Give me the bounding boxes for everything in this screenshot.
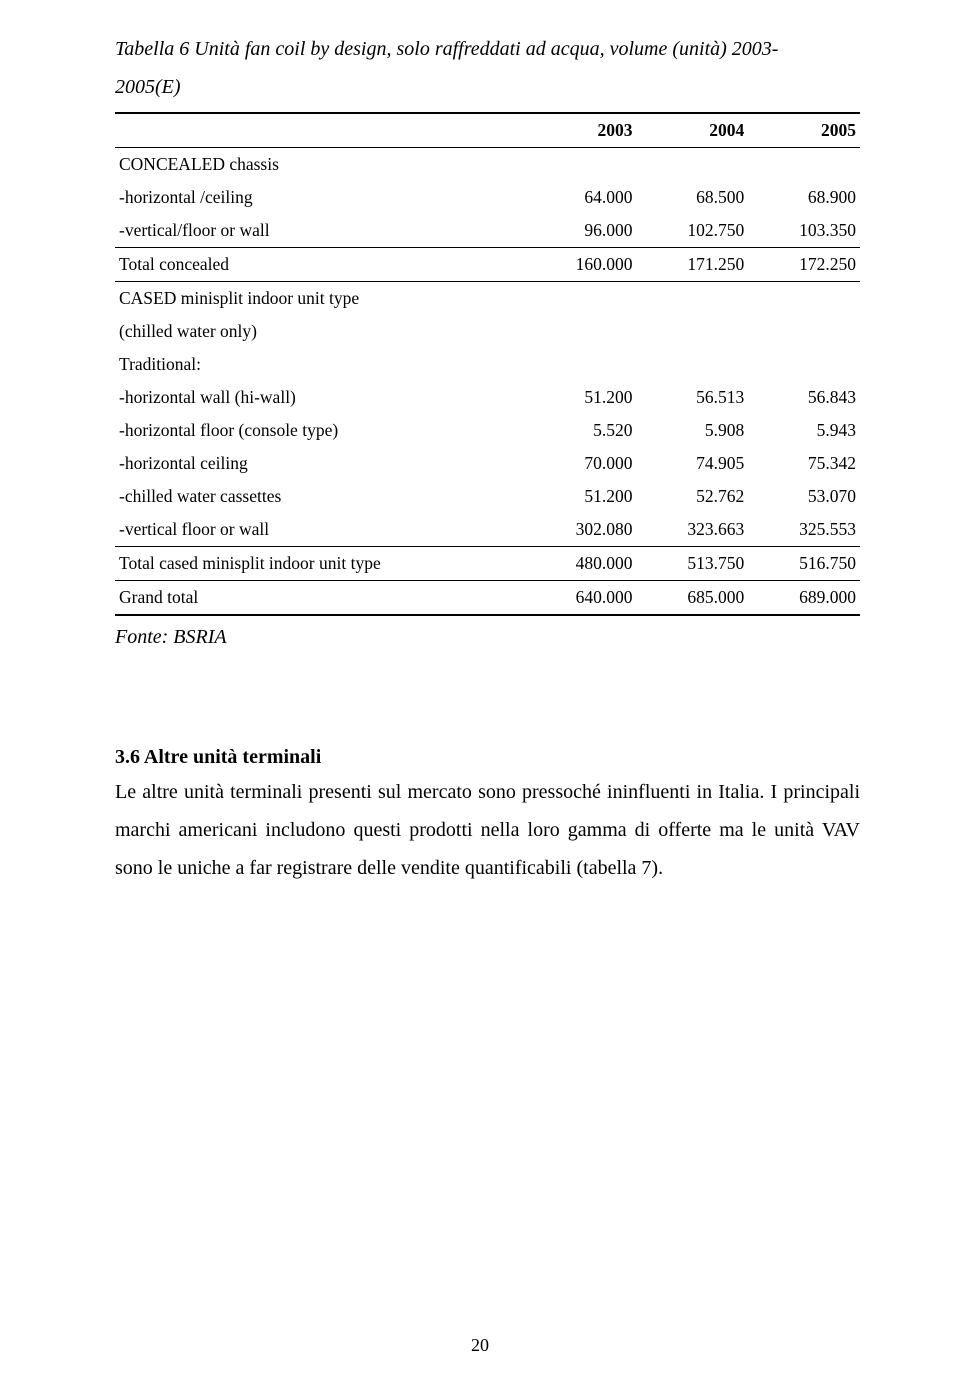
row-val bbox=[748, 282, 860, 316]
row-val: 74.905 bbox=[637, 447, 749, 480]
table-title: Tabella 6 Unità fan coil by design, solo… bbox=[115, 30, 860, 106]
row-val bbox=[637, 348, 749, 381]
table-row: -vertical/floor or wall 96.000 102.750 1… bbox=[115, 214, 860, 248]
row-val: 96.000 bbox=[525, 214, 637, 248]
row-val: 103.350 bbox=[748, 214, 860, 248]
row-label: Total cased minisplit indoor unit type bbox=[115, 547, 525, 581]
row-val bbox=[525, 148, 637, 182]
row-val: 480.000 bbox=[525, 547, 637, 581]
row-label: -vertical floor or wall bbox=[115, 513, 525, 547]
row-val bbox=[637, 315, 749, 348]
row-val: 51.200 bbox=[525, 480, 637, 513]
header-year-0: 2003 bbox=[525, 113, 637, 148]
row-val: 102.750 bbox=[637, 214, 749, 248]
row-val: 5.908 bbox=[637, 414, 749, 447]
row-val: 513.750 bbox=[637, 547, 749, 581]
row-val bbox=[748, 148, 860, 182]
row-val bbox=[748, 315, 860, 348]
row-val: 160.000 bbox=[525, 248, 637, 282]
header-blank bbox=[115, 113, 525, 148]
row-val bbox=[637, 148, 749, 182]
row-val: 323.663 bbox=[637, 513, 749, 547]
header-year-1: 2004 bbox=[637, 113, 749, 148]
row-label: Total concealed bbox=[115, 248, 525, 282]
table-source: Fonte: BSRIA bbox=[115, 618, 860, 656]
table-row: Traditional: bbox=[115, 348, 860, 381]
section-paragraph: Le altre unità terminali presenti sul me… bbox=[115, 773, 860, 887]
document-page: Tabella 6 Unità fan coil by design, solo… bbox=[0, 0, 960, 1392]
table-header-row: 2003 2004 2005 bbox=[115, 113, 860, 148]
row-label: CASED minisplit indoor unit type bbox=[115, 282, 525, 316]
row-label: -horizontal ceiling bbox=[115, 447, 525, 480]
table-row-grand-total: Grand total 640.000 685.000 689.000 bbox=[115, 581, 860, 616]
row-val: 70.000 bbox=[525, 447, 637, 480]
row-val bbox=[637, 282, 749, 316]
row-val: 68.900 bbox=[748, 181, 860, 214]
row-val bbox=[748, 348, 860, 381]
row-label: (chilled water only) bbox=[115, 315, 525, 348]
table-row: (chilled water only) bbox=[115, 315, 860, 348]
table-title-line1: Tabella 6 Unità fan coil by design, solo… bbox=[115, 38, 778, 60]
table-row: -horizontal floor (console type) 5.520 5… bbox=[115, 414, 860, 447]
row-label: -horizontal wall (hi-wall) bbox=[115, 381, 525, 414]
row-label: -horizontal floor (console type) bbox=[115, 414, 525, 447]
row-label: -chilled water cassettes bbox=[115, 480, 525, 513]
row-val: 325.553 bbox=[748, 513, 860, 547]
table-row: Total cased minisplit indoor unit type 4… bbox=[115, 547, 860, 581]
row-val: 640.000 bbox=[525, 581, 637, 616]
section-heading: 3.6 Altre unità terminali bbox=[115, 746, 860, 769]
table-row: Total concealed 160.000 171.250 172.250 bbox=[115, 248, 860, 282]
row-val: 64.000 bbox=[525, 181, 637, 214]
row-label: -horizontal /ceiling bbox=[115, 181, 525, 214]
row-label: Grand total bbox=[115, 581, 525, 616]
row-label: CONCEALED chassis bbox=[115, 148, 525, 182]
row-val: 171.250 bbox=[637, 248, 749, 282]
table-row: -chilled water cassettes 51.200 52.762 5… bbox=[115, 480, 860, 513]
table-row: CASED minisplit indoor unit type bbox=[115, 282, 860, 316]
table-row: -vertical floor or wall 302.080 323.663 … bbox=[115, 513, 860, 547]
row-val: 56.843 bbox=[748, 381, 860, 414]
table-body: CONCEALED chassis -horizontal /ceiling 6… bbox=[115, 148, 860, 616]
page-number: 20 bbox=[0, 1335, 960, 1356]
header-year-2: 2005 bbox=[748, 113, 860, 148]
table-row: -horizontal ceiling 70.000 74.905 75.342 bbox=[115, 447, 860, 480]
table-row: -horizontal wall (hi-wall) 51.200 56.513… bbox=[115, 381, 860, 414]
table-row: CONCEALED chassis bbox=[115, 148, 860, 182]
row-val bbox=[525, 348, 637, 381]
row-val: 68.500 bbox=[637, 181, 749, 214]
row-val: 689.000 bbox=[748, 581, 860, 616]
row-val: 56.513 bbox=[637, 381, 749, 414]
row-val: 516.750 bbox=[748, 547, 860, 581]
row-val: 53.070 bbox=[748, 480, 860, 513]
row-val bbox=[525, 315, 637, 348]
table-title-line2: 2005(E) bbox=[115, 76, 181, 98]
row-label: Traditional: bbox=[115, 348, 525, 381]
row-val: 75.342 bbox=[748, 447, 860, 480]
row-val: 52.762 bbox=[637, 480, 749, 513]
row-val: 302.080 bbox=[525, 513, 637, 547]
row-label: -vertical/floor or wall bbox=[115, 214, 525, 248]
row-val: 685.000 bbox=[637, 581, 749, 616]
row-val: 172.250 bbox=[748, 248, 860, 282]
row-val bbox=[525, 282, 637, 316]
row-val: 5.520 bbox=[525, 414, 637, 447]
row-val: 5.943 bbox=[748, 414, 860, 447]
table-row: -horizontal /ceiling 64.000 68.500 68.90… bbox=[115, 181, 860, 214]
row-val: 51.200 bbox=[525, 381, 637, 414]
data-table: 2003 2004 2005 CONCEALED chassis -horizo… bbox=[115, 112, 860, 616]
